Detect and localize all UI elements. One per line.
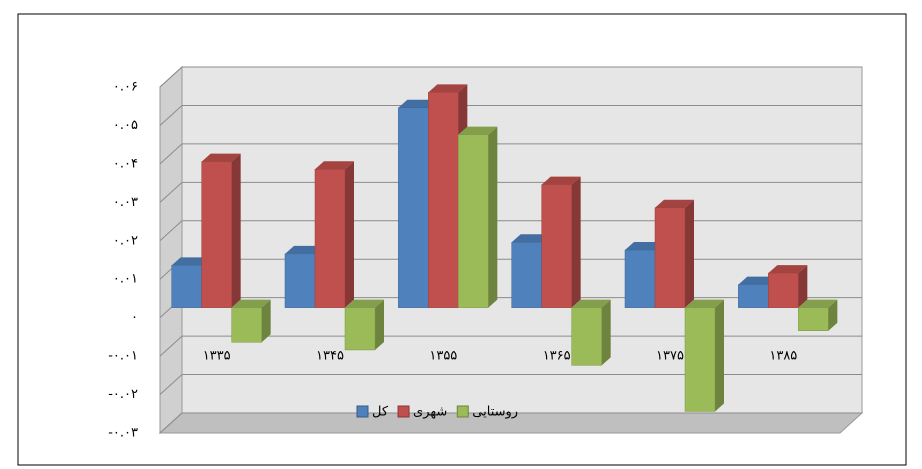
x-tick-label: ۱۳۵۵ [429, 349, 457, 364]
bar-top [655, 199, 694, 208]
bar [398, 107, 429, 308]
legend-label: کل [372, 405, 389, 420]
bar-side [261, 299, 271, 343]
x-tick-label: ۱۳۸۵ [769, 349, 797, 364]
bar [624, 249, 656, 308]
bar-top [511, 234, 551, 243]
bar [201, 161, 232, 308]
bar-side [375, 299, 384, 350]
bar [684, 307, 716, 412]
bar-side [828, 299, 838, 331]
bar-top [285, 245, 324, 254]
bar-top [798, 299, 838, 308]
bar-top [458, 126, 498, 135]
bar [511, 242, 542, 308]
bar-top [398, 99, 438, 108]
bar [171, 265, 202, 308]
bar-side [345, 161, 354, 308]
bar-side [601, 299, 611, 366]
bar-top [571, 299, 611, 308]
y-tick-label: -۰.۰۱ [108, 349, 138, 364]
bar [428, 92, 459, 308]
x-tick-label: ۱۳۴۵ [316, 349, 344, 364]
y-tick-label: -۰.۰۳ [108, 426, 138, 441]
grid-line [159, 220, 862, 242]
bar-top [428, 84, 468, 93]
y-tick-label: ۰ [131, 310, 138, 325]
y-tick-label: ۰.۰۶ [113, 80, 138, 95]
x-tick-label: ۱۳۷۵ [656, 349, 684, 364]
bar-side [685, 199, 694, 308]
bar [284, 253, 316, 308]
bar-top [345, 299, 384, 308]
bar-side [488, 126, 498, 308]
bar-top [201, 153, 241, 162]
bar [798, 307, 829, 331]
grid-line [159, 335, 862, 357]
bar-top [541, 176, 581, 185]
legend-swatch [356, 405, 369, 418]
bar [314, 169, 346, 308]
bar-side [231, 153, 241, 308]
bar-top [738, 276, 778, 285]
legend-label: روستایی [472, 405, 518, 420]
grid-line [159, 143, 862, 165]
grid-line [159, 374, 862, 395]
bar [541, 184, 572, 308]
y-tick-label: ۰.۰۱ [113, 272, 138, 287]
bar-side [571, 176, 581, 308]
bar [571, 307, 602, 366]
bar [458, 134, 489, 308]
y-tick-label: ۰.۰۴ [113, 156, 138, 171]
bar-top [315, 161, 354, 170]
legend-label: شهری [413, 405, 447, 420]
grid-line [159, 104, 862, 126]
bar-top [625, 242, 664, 250]
bar [344, 307, 376, 351]
grid-line [159, 181, 862, 203]
bar [654, 207, 686, 308]
x-tick-label: ۱۳۶۵ [543, 349, 571, 364]
y-tick-label: -۰.۰۲ [108, 387, 138, 402]
x-tick-label: ۱۳۳۵ [203, 349, 231, 364]
y-tick-label: ۰.۰۲ [113, 233, 138, 248]
bar-top [768, 265, 808, 274]
bar [768, 272, 799, 308]
y-tick-label: ۰.۰۳ [113, 195, 138, 210]
bar-top [685, 299, 724, 308]
grid-line [159, 412, 862, 434]
legend-swatch [397, 405, 410, 418]
y-tick-label: ۰.۰۵ [113, 118, 138, 133]
bar-side [798, 265, 808, 308]
bar [231, 307, 262, 343]
legend-swatch [456, 405, 469, 418]
grid-line [159, 66, 862, 88]
bar [738, 284, 769, 308]
bar-side [715, 299, 724, 412]
bar-top [231, 299, 271, 308]
bar-top [171, 257, 211, 266]
